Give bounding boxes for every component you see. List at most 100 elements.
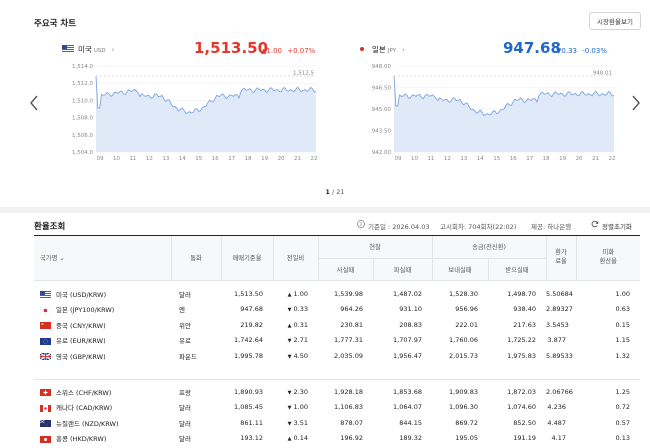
table-row[interactable]: 뉴질랜드 (NZD/KRW) 달러 861.11 ▼ 3.51 878.07 844.15… — [34, 415, 640, 431]
y-tick-label: 1,514.0 — [72, 64, 93, 70]
country-name[interactable]: 일본 (JPY100/KRW) — [56, 306, 115, 315]
country-name[interactable]: 영국 (GBP/KRW) — [56, 352, 106, 361]
price: 947.68 — [503, 39, 561, 57]
down-triangle-icon: ▼ — [287, 307, 292, 314]
next-arrow-icon[interactable] — [630, 94, 642, 112]
us-flag-icon — [40, 291, 51, 299]
cell-currency: 달러 — [179, 419, 191, 428]
x-tick-label: 18 — [543, 156, 550, 162]
x-tick-label: 16 — [212, 156, 219, 162]
cell-remit-send: 195.05 — [455, 434, 478, 443]
cell-country: 영국 (GBP/KRW) — [34, 348, 171, 364]
table-row[interactable]: 홍콩 (HKD/KRW) 달러 193.12 ▲ 0.14 196.92 189.32 19… — [34, 431, 640, 447]
col-currency: 통화 — [170, 236, 221, 281]
cell-prev-day: ▼ 0.33 — [287, 305, 308, 314]
cell-fee-rate: 4.236 — [547, 403, 567, 412]
x-tick-label: 15 — [493, 156, 500, 162]
eu-flag-icon — [40, 337, 51, 345]
cell-remit-send: 222.01 — [455, 320, 478, 329]
reference-label: 1,512.5 — [293, 71, 314, 77]
cell-base-rate: 1,513.50 — [234, 289, 263, 298]
table-row[interactable]: 유로 (EUR/KRW) 유로 1,742.64 ▼ 2.71 1,777.31 1,70… — [34, 333, 640, 349]
cell-cash-sell: 208.83 — [399, 320, 422, 329]
col-fee-rate: 환가 료율 — [545, 236, 577, 281]
x-tick-label: 11 — [427, 156, 434, 162]
sort-reset-button[interactable]: 정렬초기화 — [602, 223, 632, 231]
country-name[interactable]: 뉴질랜드 (NZD/KRW) — [56, 419, 119, 428]
prev-arrow-icon[interactable] — [28, 94, 40, 112]
country-name[interactable]: 미국 (USD/KRW) — [56, 290, 107, 299]
us-flag-icon — [62, 45, 74, 53]
down-triangle-icon: ▼ — [287, 338, 292, 345]
area-fill — [96, 76, 316, 152]
x-tick-label: 15 — [195, 156, 202, 162]
cell-currency: 유로 — [179, 337, 191, 346]
y-tick-label: 1,506.0 — [72, 133, 93, 139]
chevron-right-icon: › — [111, 46, 115, 54]
up-triangle-icon: ▲ — [287, 436, 292, 443]
cell-cash-sell: 1,853.68 — [393, 387, 422, 396]
cell-remit-recv: 852.50 — [513, 418, 537, 427]
col-prev-day: 전일비 — [272, 236, 318, 281]
up-triangle-icon: ▲ — [287, 291, 292, 298]
cell-cash-sell: 1,956.47 — [393, 351, 422, 360]
country-name[interactable]: 유로 (EUR/KRW) — [56, 337, 106, 346]
x-tick-label: 20 — [278, 156, 285, 162]
cell-cash-buy: 2,035.09 — [334, 351, 363, 360]
section-divider — [0, 207, 650, 213]
cell-cash-buy: 1,539.98 — [334, 289, 363, 298]
cell-currency: 위안 — [179, 321, 191, 330]
refresh-icon[interactable] — [591, 220, 599, 228]
section-title-rates: 환율조회 — [34, 222, 66, 232]
jp-flag-icon — [356, 45, 368, 53]
rate-rows: 미국 (USD/KRW) 달러 1,513.50 ▲ 1.00 1,539.98 1,48… — [34, 280, 641, 447]
currency-name[interactable]: 미국 USD › — [78, 45, 115, 54]
chart-card-jpy[interactable]: 일본 JPY › 947.68 ▼0.33 -0.03% 948.00 946.50 9… — [356, 38, 626, 183]
cell-prev-day: ▼ 2.30 — [287, 387, 308, 396]
y-tick-label: 942.00 — [372, 150, 392, 156]
col-country[interactable]: 국가명 ⌄ — [34, 236, 171, 281]
cell-currency: 달러 — [179, 290, 191, 299]
x-tick-label: 12 — [444, 156, 451, 162]
price: 1,513.50 — [194, 39, 269, 57]
table-row[interactable]: 일본 (JPY100/KRW) 엔 947.68 ▼ 0.33 964.26 931.10… — [34, 302, 640, 318]
col-remit: 송금(전신환) — [431, 236, 547, 259]
col-usd-convert: 미화 환산율 — [575, 236, 641, 281]
cell-prev-day: ▲ 0.14 — [287, 434, 308, 443]
chart-card-usd[interactable]: 미국 USD › 1,513.50 ▲1.00 +0.07% 1,514.0 1,51… — [58, 38, 328, 183]
table-row[interactable]: 미국 (USD/KRW) 달러 1,513.50 ▲ 1.00 1,539.98 1,48… — [34, 286, 640, 302]
cell-fee-rate: 4.487 — [547, 418, 567, 427]
country-name[interactable]: 중국 (CNY/KRW) — [56, 321, 106, 330]
cell-base-rate: 193.12 — [240, 434, 263, 443]
table-row[interactable]: 스위스 (CHF/KRW) 프랑 1,890.93 ▼ 2.30 1,928.18 1,8… — [34, 384, 640, 400]
market-rate-button[interactable]: 시장환율보기 — [589, 12, 641, 30]
cell-usd-convert: 0.13 — [615, 434, 631, 443]
exchange-rate-table: 국가명 ⌄ 통화 매매기준율 전일비 현찰 송금(전신환) 환가 료율 미화 환… — [34, 236, 641, 447]
cell-currency: 달러 — [179, 435, 191, 444]
country-name[interactable]: 홍콩 (HKD/KRW) — [56, 435, 107, 444]
nz-flag-icon — [40, 420, 51, 428]
cell-fee-rate: 2.06766 — [546, 387, 573, 396]
cell-remit-send: 2,015.73 — [449, 351, 478, 360]
cell-prev-day: ▼ 4.50 — [287, 351, 308, 360]
table-row[interactable]: 캐나다 (CAD/KRW) 달러 1,085.45 ▼ 1.00 1,106.83 1,0… — [34, 400, 640, 416]
y-tick-label: 1,510.0 — [72, 98, 93, 104]
cell-country: 홍콩 (HKD/KRW) — [34, 431, 171, 447]
table-row[interactable]: 영국 (GBP/KRW) 파운드 1,995.78 ▼ 4.50 2,035.09 1,9… — [34, 348, 640, 364]
cell-remit-send: 1,528.30 — [449, 289, 478, 298]
cell-cash-sell: 1,707.97 — [393, 336, 422, 345]
cell-fee-rate: 2.89327 — [546, 305, 573, 314]
cell-country: 뉴질랜드 (NZD/KRW) — [34, 415, 171, 431]
cell-base-rate: 947.68 — [240, 305, 263, 314]
price-line — [95, 75, 317, 114]
cell-base-rate: 1,742.64 — [234, 336, 263, 345]
table-row[interactable]: 중국 (CNY/KRW) 위안 219.82 ▲ 0.31 230.81 208.83 22… — [34, 317, 640, 333]
currency-name[interactable]: 일본 JPY › — [372, 45, 405, 54]
country-name[interactable]: 스위스 (CHF/KRW) — [56, 388, 112, 397]
group-divider — [34, 363, 641, 380]
info-icon[interactable] — [357, 220, 365, 228]
chevron-right-icon: › — [402, 46, 405, 54]
section-title-charts: 주요국 차트 — [34, 19, 77, 29]
cell-base-rate: 861.11 — [240, 418, 263, 427]
country-name[interactable]: 캐나다 (CAD/KRW) — [56, 404, 113, 413]
